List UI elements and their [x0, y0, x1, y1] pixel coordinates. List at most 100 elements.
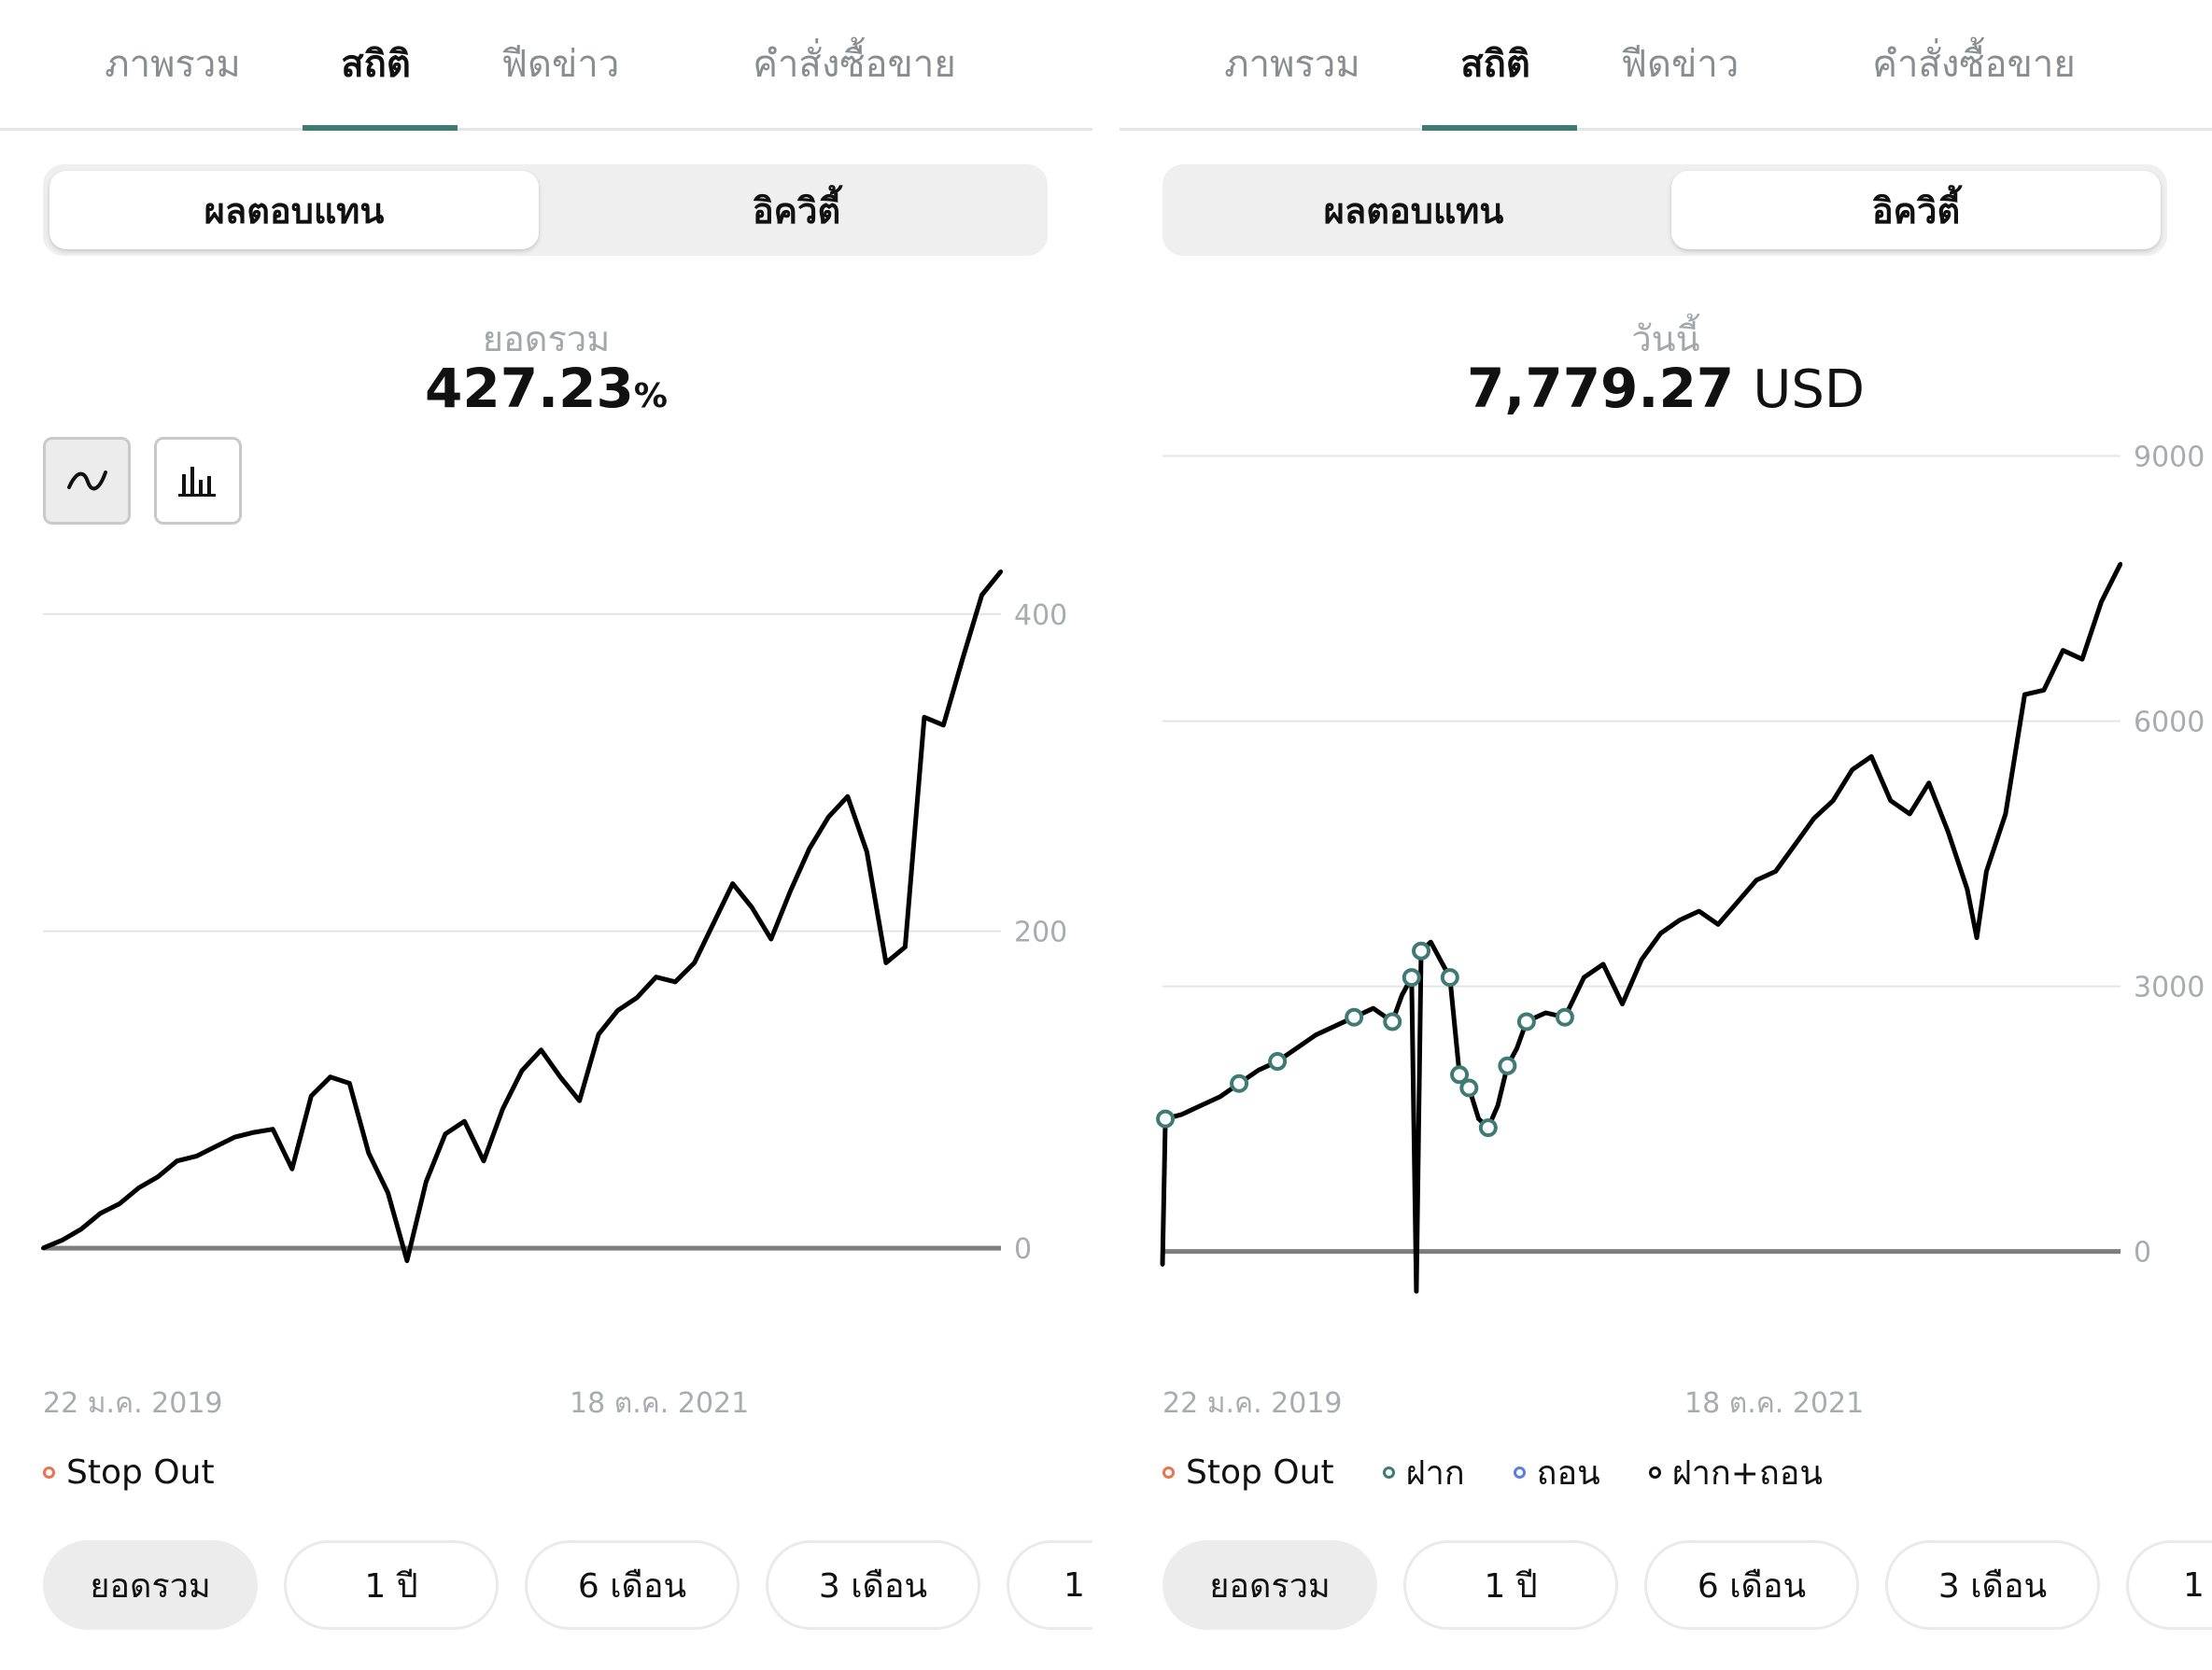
chart-legend: Stop Out ฝาก ถอน ฝาก+ถอน — [1162, 1449, 1871, 1495]
data-point — [1735, 900, 1740, 905]
legend-label: ฝาก+ถอน — [1671, 1453, 1823, 1493]
data-point — [1926, 780, 1931, 785]
segment-equity[interactable]: อิควิตี้ — [1671, 171, 2161, 249]
y-tick-label: 9000 — [2134, 441, 2205, 473]
data-point — [999, 569, 1003, 574]
data-point — [136, 1186, 141, 1190]
active-tab-indicator — [1422, 125, 1577, 131]
withdraw-marker-icon — [1513, 1466, 1526, 1479]
data-point — [635, 995, 640, 1000]
tab-overview[interactable]: ภาพรวม — [105, 43, 241, 86]
data-point — [1620, 1002, 1625, 1006]
data-point — [1888, 798, 1893, 803]
data-point — [1697, 909, 1701, 914]
data-point — [539, 1047, 543, 1052]
period-chip-1y[interactable]: 1 ปี — [1403, 1540, 1618, 1630]
data-point — [826, 815, 831, 820]
legend-stop-out: Stop Out — [1162, 1453, 1334, 1492]
period-chip-3m[interactable]: 3 เดือน — [766, 1540, 980, 1630]
data-point — [1658, 931, 1663, 935]
legend-deposit-withdraw: ฝาก+ถอน — [1648, 1446, 1823, 1499]
deposit-marker — [1440, 968, 1459, 988]
data-point — [1294, 1046, 1299, 1050]
x-tick-label: 18 ต.ค. 2021 — [1684, 1387, 1865, 1420]
returns-chart: 0 200 400 — [41, 569, 1067, 1266]
legend-withdraw: ถอน — [1513, 1446, 1600, 1499]
data-point — [1908, 811, 1912, 816]
data-point — [1256, 1068, 1261, 1073]
screenshot-divider — [1092, 0, 1120, 1670]
deposit-marker — [1498, 1056, 1517, 1075]
metric-segmented-control: ผลตอบแทน อิควิตี้ — [1162, 164, 2167, 256]
tab-news-feed[interactable]: ฟีดข่าว — [500, 43, 620, 86]
tab-overview[interactable]: ภาพรวม — [1224, 43, 1360, 86]
data-point — [1179, 1112, 1184, 1116]
data-point — [1199, 1103, 1204, 1108]
period-chip-all[interactable]: ยอดรวม — [43, 1540, 258, 1630]
period-chip-1m[interactable]: 1 — [2126, 1540, 2212, 1630]
line-chart-toggle[interactable] — [43, 437, 131, 525]
data-point — [903, 945, 908, 949]
period-chip-6m[interactable]: 6 เดือน — [1644, 1540, 1859, 1630]
data-point — [1831, 798, 1836, 803]
data-point — [1429, 940, 1433, 945]
data-point — [1811, 816, 1816, 821]
data-point — [1400, 993, 1404, 998]
tab-statistics[interactable]: สถิติ — [341, 43, 411, 86]
tab-orders[interactable]: คำสั่งซื้อขาย — [1872, 43, 2076, 86]
data-point — [654, 975, 658, 979]
data-point — [271, 1127, 275, 1131]
x-tick-label: 22 ม.ค. 2019 — [43, 1387, 223, 1420]
y-tick-label: 400 — [1014, 599, 1067, 632]
data-point — [1640, 958, 1643, 962]
top-tab-bar: ภาพรวม สถิติ ฟีดข่าว คำสั่งซื้อขาย — [1120, 0, 2212, 131]
data-point — [1975, 935, 1980, 940]
data-point — [1218, 1094, 1222, 1099]
data-point — [443, 1131, 447, 1136]
data-point — [1754, 877, 1759, 882]
x-tick-label: 22 ม.ค. 2019 — [1162, 1387, 1343, 1420]
data-point — [979, 593, 984, 597]
segment-returns[interactable]: ผลตอบแทน — [1323, 189, 1504, 232]
tab-news-feed[interactable]: ฟีดข่าว — [1620, 43, 1740, 86]
data-point — [1678, 918, 1683, 922]
deposit-marker — [1555, 1007, 1574, 1027]
tab-orders[interactable]: คำสั่งซื้อขาย — [753, 43, 956, 86]
data-point — [2022, 693, 2027, 697]
bar-chart-toggle[interactable] — [154, 437, 242, 525]
deposit-marker — [1412, 941, 1431, 961]
data-point — [366, 1151, 371, 1156]
deposit-marker — [1383, 1012, 1402, 1031]
data-point — [692, 961, 697, 965]
period-chip-3m[interactable]: 3 เดือน — [1885, 1540, 2100, 1630]
summary-number: 7,779.27 — [1466, 357, 1735, 420]
y-tick-label: 200 — [1014, 916, 1067, 948]
period-chip-1m[interactable]: 1 — [1007, 1540, 1092, 1630]
period-chip-all[interactable]: ยอดรวม — [1162, 1540, 1377, 1630]
data-point — [2061, 648, 2065, 653]
series-line — [42, 569, 1003, 1264]
legend-deposit: ฝาก — [1382, 1446, 1465, 1499]
y-tick-label: 0 — [2134, 1237, 2151, 1270]
segment-equity[interactable]: อิควิตี้ — [752, 189, 841, 232]
data-point — [597, 1031, 601, 1036]
data-point — [1515, 1046, 1519, 1050]
legend-label: Stop Out — [66, 1452, 215, 1492]
y-tick-label: 6000 — [2134, 706, 2205, 738]
data-point — [1850, 767, 1854, 772]
data-point — [1793, 843, 1797, 848]
summary-value: 427.23% — [0, 357, 1092, 420]
data-point — [194, 1154, 199, 1158]
data-point — [1332, 1024, 1337, 1029]
data-point — [1869, 754, 1874, 759]
data-point — [98, 1211, 103, 1215]
segment-returns[interactable]: ผลตอบแทน — [49, 171, 539, 249]
deposit-marker — [1459, 1078, 1479, 1098]
tab-statistics[interactable]: สถิติ — [1460, 43, 1530, 86]
period-chip-1y[interactable]: 1 ปี — [284, 1540, 499, 1630]
data-point — [1438, 958, 1443, 962]
active-tab-indicator — [303, 125, 458, 131]
period-chip-6m[interactable]: 6 เดือน — [525, 1540, 740, 1630]
data-point — [232, 1135, 237, 1140]
data-point — [462, 1119, 467, 1124]
